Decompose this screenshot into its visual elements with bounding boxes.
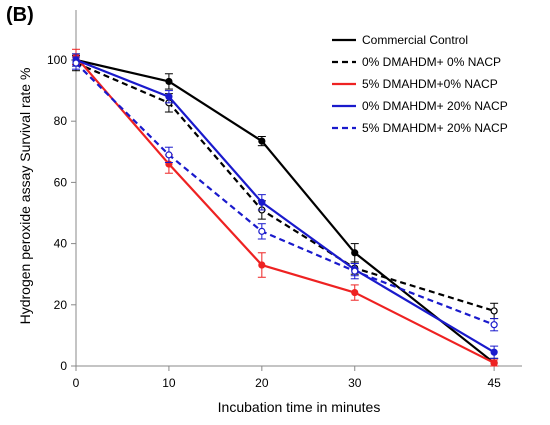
series-2 [72, 54, 499, 320]
legend-entry: 5% DMAHDM+0% NACP [362, 77, 498, 91]
data-point [490, 307, 498, 315]
data-point [258, 137, 266, 145]
data-point [351, 288, 359, 297]
data-point [490, 321, 498, 329]
data-point [490, 359, 498, 367]
axes-layer: 0 20 40 60 80 100 0 10 20 30 45 [47, 10, 522, 390]
data-point [490, 348, 498, 356]
series-3 [72, 48, 499, 367]
x-axis-label: Incubation time in minutes [218, 399, 381, 415]
legend-entry: 0% DMAHDM+ 0% NACP [362, 55, 501, 69]
x-tick-label: 30 [348, 376, 362, 390]
y-tick-label: 20 [54, 298, 68, 312]
panel-label: (B) [6, 4, 34, 26]
legend-entry: 0% DMAHDM+ 20% NACP [362, 99, 508, 113]
x-tick-label: 10 [162, 376, 176, 390]
y-axis-label: Hydrogen peroxide assay Survival rate % [17, 68, 33, 325]
data-point [165, 77, 173, 86]
legend: Commercial Control 0% DMAHDM+ 0% NACP 5% D… [332, 33, 508, 135]
x-tick-label: 0 [73, 376, 80, 390]
data-point [351, 249, 359, 257]
data-point [165, 151, 173, 159]
y-tick-label: 80 [54, 114, 68, 128]
data-point [351, 267, 359, 275]
y-tick-label: 40 [54, 237, 68, 251]
y-tick-label: 60 [54, 175, 68, 189]
y-tick-label: 0 [60, 359, 67, 373]
data-point [258, 198, 266, 206]
legend-entry: Commercial Control [362, 33, 468, 47]
data-point [258, 227, 266, 235]
series-layer [72, 48, 499, 367]
y-tick-label: 100 [47, 53, 67, 67]
legend-entry: 5% DMAHDM+ 20% NACP [362, 121, 508, 135]
data-point [258, 261, 266, 269]
series-5 [72, 56, 499, 332]
x-tick-label: 20 [255, 376, 269, 390]
x-tick-label: 45 [487, 376, 501, 390]
data-point [165, 93, 173, 101]
data-point [72, 59, 80, 67]
